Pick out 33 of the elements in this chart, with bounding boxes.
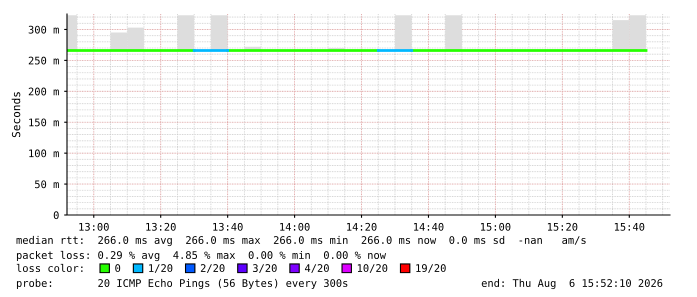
text: end: Thu Aug 6 15:52:10 2026: [482, 278, 662, 290]
legend-title: loss color:: [16, 264, 82, 272]
bar: [445, 15, 462, 50]
bar: [395, 15, 412, 50]
text: probe: 20 ICMP Echo Pings (56 Bytes) every 300s: [16, 278, 348, 290]
x-tick-label: 15:20: [548, 222, 578, 231]
bar: [210, 15, 228, 50]
legend-label: 4/20: [304, 264, 329, 273]
bar: [177, 15, 194, 50]
y-tick-label: 250 m: [28, 56, 59, 65]
x-tick-label: 14:00: [280, 222, 310, 231]
legend-label: 3/20: [252, 264, 277, 273]
y-tick-label: 200 m: [28, 88, 59, 96]
legend-label: 2/20: [200, 264, 225, 273]
x-tick-label: 14:20: [347, 222, 377, 231]
y-tick-label: 50 m: [35, 180, 59, 188]
legend-label: 1/20: [149, 264, 172, 273]
y-tick-label: 150 m: [29, 118, 59, 126]
x-tick-label: 15:40: [614, 222, 644, 231]
x-tick-label: 14:40: [414, 222, 444, 231]
y-tick-label: 100 m: [29, 149, 59, 158]
x-tick-label: 13:40: [213, 222, 243, 231]
x-tick-label: 13:00: [79, 222, 109, 231]
legend-label: 19/20: [416, 264, 446, 273]
y-axis-title: Seconds: [12, 92, 20, 138]
y-tick-label: 300 m: [28, 26, 59, 34]
y-tick-label: 0: [54, 211, 59, 220]
text: packet loss: 0.29 % avg 4.85 % max 0.00 % min 0.00 % now: [16, 250, 386, 262]
legend-label: 0: [115, 264, 120, 272]
legend-label: 10/20: [358, 264, 388, 273]
x-tick-label: 15:00: [480, 222, 510, 231]
text: median rtt: 266.0 ms avg 266.0 ms max 266.0 ms min 266.0 ms now 0.0 ms sd -nan am/s: [16, 236, 586, 246]
x-tick-label: 13:20: [146, 222, 176, 231]
